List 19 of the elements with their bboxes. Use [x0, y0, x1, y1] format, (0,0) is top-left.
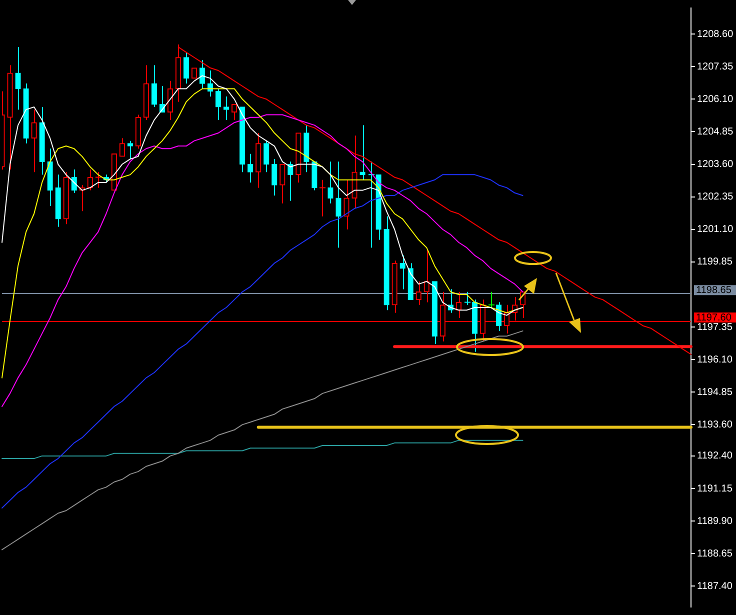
- y-tick-label: 1202.35: [697, 192, 734, 203]
- y-tick-label: 1203.60: [697, 159, 734, 170]
- y-tick-label: 1197.35: [697, 322, 733, 333]
- y-tick-label: 1191.15: [697, 483, 733, 494]
- y-tick-label: 1189.90: [697, 516, 733, 527]
- y-tick-label: 1188.65: [697, 548, 733, 560]
- y-tick-label: 1194.85: [697, 386, 733, 398]
- y-tick-label: 1199.85: [697, 256, 733, 268]
- y-tick-label: 1207.35: [697, 61, 734, 72]
- y-tick-label: 1201.10: [697, 224, 734, 236]
- y-tick-label: 1206.10: [697, 94, 734, 105]
- y-tick-label: 1196.10: [697, 354, 733, 366]
- y-tick-label: 1208.60: [697, 28, 734, 40]
- y-tick-label: 1192.40: [697, 450, 733, 462]
- y-tick-label: 1204.85: [697, 126, 734, 138]
- y-tick-label: 1193.60: [697, 419, 733, 430]
- ref-line-label: 1198.65: [696, 284, 732, 296]
- ref-line-label: 1197.60: [696, 312, 732, 324]
- y-tick-label: 1187.40: [697, 580, 733, 592]
